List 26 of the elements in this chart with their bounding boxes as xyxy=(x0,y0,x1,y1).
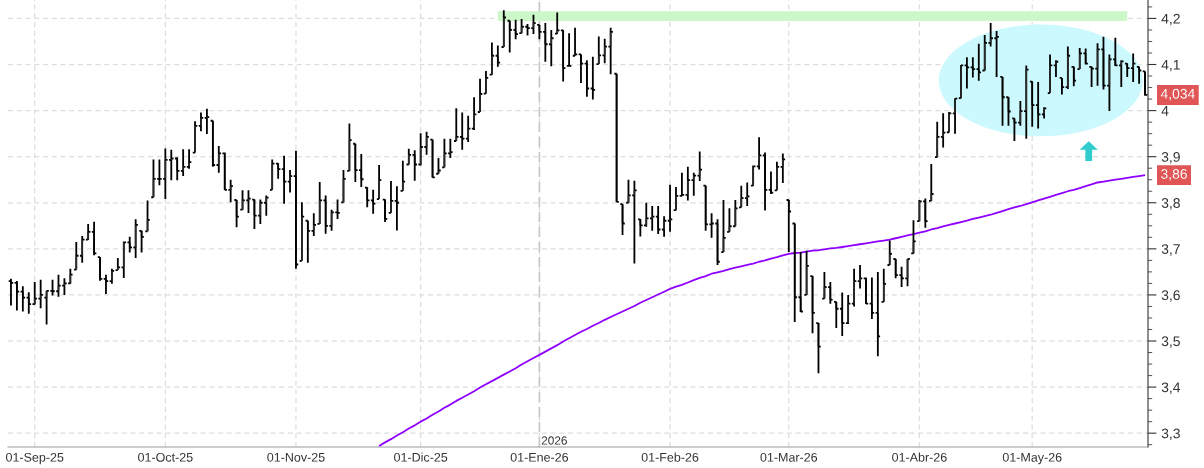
y-tick-label: 3,5 xyxy=(1161,336,1180,348)
x-tick-label: 01-Oct-25 xyxy=(138,452,193,462)
x-tick-label: 01-May-26 xyxy=(1002,452,1062,465)
x-tick-label: 01-Ene-26 xyxy=(510,452,569,462)
y-tick-label: 3,4 xyxy=(1161,382,1181,394)
x-tick-label: 01-Feb-26 xyxy=(641,452,699,462)
x-tick-label: 01-Nov-25 xyxy=(267,452,325,462)
y-tick-label: 3,8 xyxy=(1161,198,1180,210)
ref-line-label: 2026 xyxy=(541,436,567,445)
line-series xyxy=(378,174,1146,447)
candlestick xyxy=(865,276,867,305)
x-tick-label: 01-Mar-26 xyxy=(760,452,818,462)
y-tick-label: 3,6 xyxy=(1161,290,1180,302)
y-tick-label: 4,1 xyxy=(1161,59,1180,72)
text: 3,86 xyxy=(1161,169,1187,181)
x-tick-label: 01-Sep-25 xyxy=(6,452,64,465)
y-tick-label: 3,9 xyxy=(1161,152,1180,164)
y-tick-label: 3,7 xyxy=(1161,244,1180,256)
text: 4,034 xyxy=(1160,88,1195,101)
x-tick-label: 01-Dic-25 xyxy=(394,452,448,462)
candlestick xyxy=(960,64,962,100)
candlestick xyxy=(1144,70,1146,97)
y-tick-label: 4 xyxy=(1161,106,1169,116)
x-tick-label: 01-Abr-26 xyxy=(892,452,947,462)
y-tick-label: 4,2 xyxy=(1161,13,1180,26)
y-tick-label: 3,3 xyxy=(1161,428,1180,440)
